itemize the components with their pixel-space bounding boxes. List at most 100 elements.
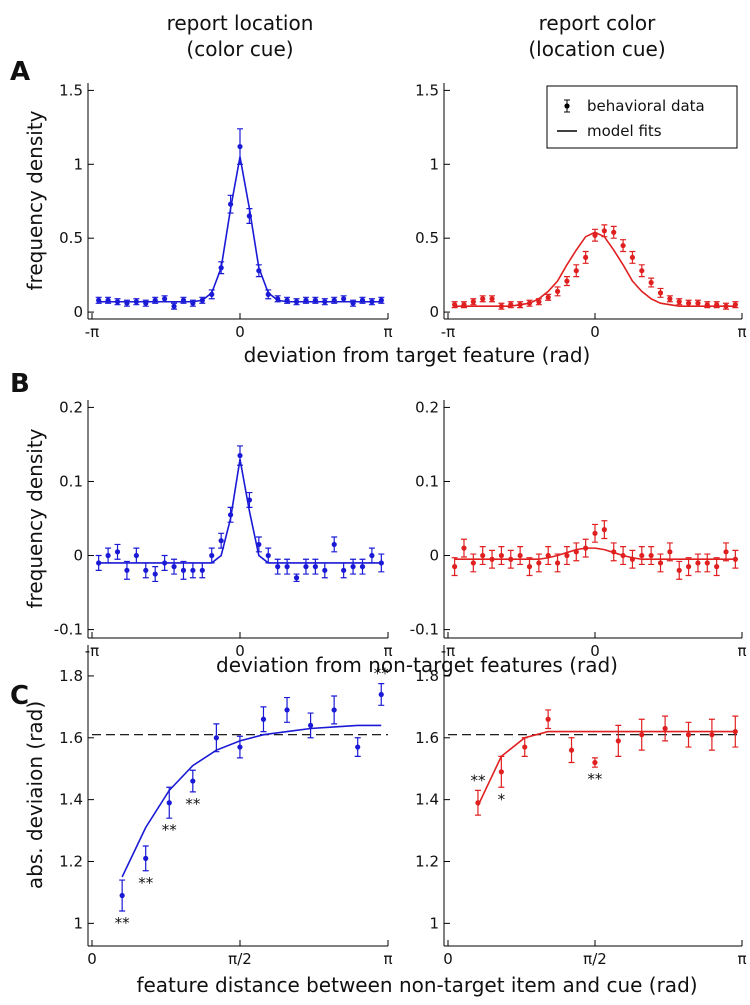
data-point (162, 296, 168, 302)
x-tick-label: -π (85, 642, 99, 660)
data-point (461, 545, 467, 551)
panel-letter: C (10, 681, 29, 711)
panel-letter: B (10, 369, 30, 399)
x-tick-label: 0 (87, 950, 97, 968)
significance-label: ** (138, 874, 154, 892)
data-point (143, 855, 149, 862)
data-point (568, 747, 575, 753)
data-point (341, 296, 347, 302)
significance-label: ** (374, 665, 390, 683)
data-point (171, 564, 177, 570)
y-tick-label: 1.6 (415, 729, 439, 747)
significance-label: ** (587, 770, 603, 788)
data-point (378, 691, 384, 698)
y-tick-label: 1.4 (415, 791, 439, 809)
y-tick-label: 1 (429, 155, 439, 173)
x-tick-label: π/2 (583, 950, 607, 968)
y-tick-label: 0.2 (415, 398, 439, 416)
data-point (498, 769, 504, 775)
x-tick-label: -π (85, 323, 99, 341)
y-tick-label: 1.8 (59, 667, 83, 685)
fit-line (454, 231, 736, 307)
data-point (369, 552, 375, 559)
column-title: report color (539, 11, 656, 35)
y-tick-label: 1.5 (59, 81, 83, 99)
x-axis-title: deviation from target feature (rad) (244, 343, 591, 367)
data-point (331, 707, 337, 713)
data-point (190, 778, 196, 784)
y-axis-title: abs. deviaion (rad) (23, 701, 47, 889)
x-tick-label: π/2 (228, 950, 252, 968)
y-tick-label: 1.2 (415, 852, 439, 870)
data-point (629, 254, 636, 261)
data-point (554, 560, 561, 566)
data-point (213, 735, 219, 741)
y-axis-title: frequency density (23, 428, 47, 608)
x-axis-title: deviation from non-target features (rad) (216, 653, 618, 677)
y-tick-label: 1.2 (59, 852, 83, 870)
y-axis-title: frequency density (23, 110, 47, 290)
data-point (489, 296, 495, 302)
x-tick-label: 0 (443, 950, 453, 968)
data-point (119, 892, 125, 899)
data-point (667, 296, 673, 302)
data-point (517, 552, 523, 559)
x-tick-label: 0 (235, 323, 245, 341)
y-tick-label: -0.1 (54, 621, 83, 639)
x-axis-title: feature distance between non-target item… (136, 973, 697, 997)
data-point (601, 527, 607, 533)
data-point (265, 552, 271, 559)
data-point (180, 567, 187, 573)
data-point (667, 549, 673, 555)
data-point (732, 728, 738, 735)
data-point (133, 552, 139, 559)
data-point (190, 567, 196, 573)
data-point (284, 564, 290, 570)
data-point (307, 722, 314, 729)
data-point (355, 744, 361, 750)
data-point (331, 541, 337, 548)
y-tick-label: 1 (429, 914, 439, 932)
data-point (723, 549, 729, 555)
significance-label: * (498, 790, 506, 808)
fit-line (121, 724, 382, 878)
data-point (359, 564, 366, 570)
data-point (124, 567, 130, 573)
data-point (322, 567, 328, 573)
data-point (114, 549, 121, 555)
data-point (601, 228, 607, 234)
data-point (536, 560, 542, 566)
data-point (143, 567, 149, 573)
x-tick-label: π (383, 323, 392, 341)
y-tick-label: 1.5 (415, 81, 439, 99)
data-point (260, 716, 267, 722)
y-tick-label: 1 (73, 914, 83, 932)
data-point (171, 303, 177, 309)
fit-line (98, 459, 382, 564)
data-point (480, 552, 486, 559)
data-point (218, 538, 224, 544)
column-title: report location (167, 11, 314, 35)
data-point (209, 552, 215, 559)
data-point (312, 564, 318, 570)
y-tick-label: 0.5 (59, 229, 83, 247)
data-point (639, 268, 645, 274)
data-point (237, 452, 243, 459)
x-tick-label: π (737, 642, 746, 660)
data-point (470, 299, 476, 305)
data-point (480, 296, 486, 302)
data-point (105, 552, 111, 559)
legend-label: behavioral data (587, 97, 705, 115)
data-point (498, 552, 505, 559)
fit-line (98, 156, 382, 303)
y-tick-label: -0.1 (410, 621, 439, 639)
data-point (639, 552, 645, 559)
data-point (648, 552, 654, 559)
data-point (526, 564, 533, 570)
data-point (166, 800, 172, 806)
data-point (685, 732, 692, 738)
data-point (583, 254, 589, 261)
data-point (714, 564, 720, 570)
data-point (284, 707, 290, 713)
